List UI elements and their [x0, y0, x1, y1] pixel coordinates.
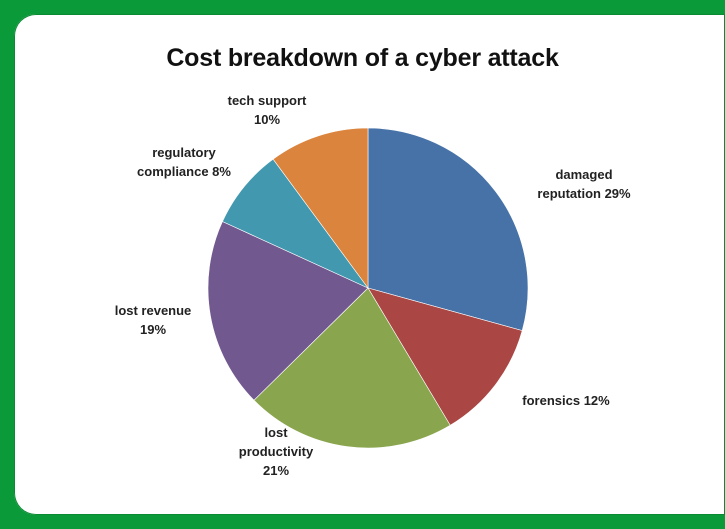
chart-title: Cost breakdown of a cyber attack — [166, 44, 559, 72]
pie-slice-lost-productivity — [253, 287, 451, 449]
slice-label-tech-support: tech support 10% — [228, 93, 307, 127]
slice-label-damaged-reputation: damaged reputation 29% — [537, 167, 631, 201]
pie-slice-forensics — [367, 287, 523, 426]
slice-label-forensics: forensics 12% — [522, 393, 610, 408]
pie-slice-lost-revenue — [207, 221, 369, 401]
slice-label-lost-productivity: lost productivity 21% — [239, 425, 314, 478]
slice-label-regulatory-compliance: regulatory compliance 8% — [137, 145, 231, 179]
slice-label-lost-revenue: lost revenue 19% — [115, 303, 192, 337]
pie-slice-damaged-reputation — [367, 127, 529, 332]
pie-slice-tech-support — [272, 127, 369, 289]
